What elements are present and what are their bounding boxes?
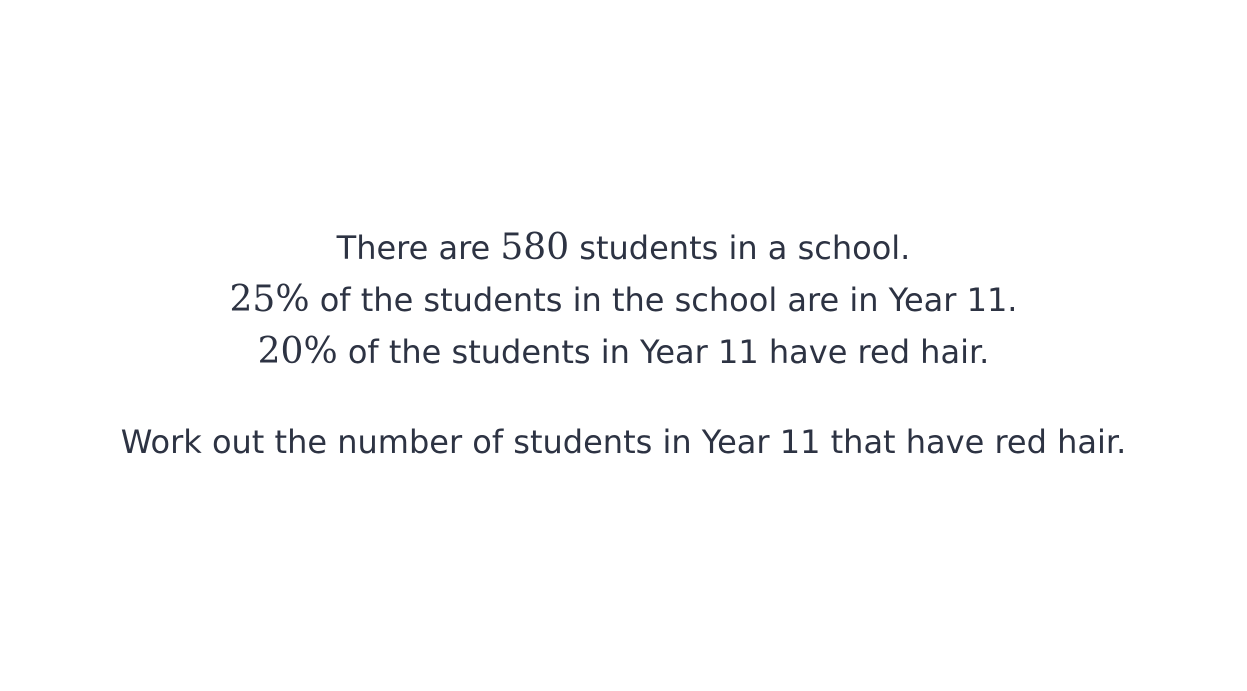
question-block: There are 580 students in a school. 25% …: [0, 222, 1247, 468]
red-hair-percent-value: 20%: [257, 331, 338, 372]
question-line-total-students: There are 580 students in a school.: [0, 222, 1247, 274]
line-text: There are: [336, 229, 501, 267]
spacer: [0, 378, 1247, 416]
line-text: students in a school.: [569, 229, 911, 267]
year11-percent-value: 25%: [229, 279, 310, 320]
line-text: of the students in the school are in Yea…: [309, 281, 1018, 319]
question-line-red-hair-percent: 20% of the students in Year 11 have red …: [0, 326, 1247, 378]
question-task: Work out the number of students in Year …: [120, 423, 1127, 461]
line-text: of the students in Year 11 have red hair…: [337, 333, 990, 371]
question-line-year11-percent: 25% of the students in the school are in…: [0, 274, 1247, 326]
total-students-value: 580: [500, 227, 570, 268]
